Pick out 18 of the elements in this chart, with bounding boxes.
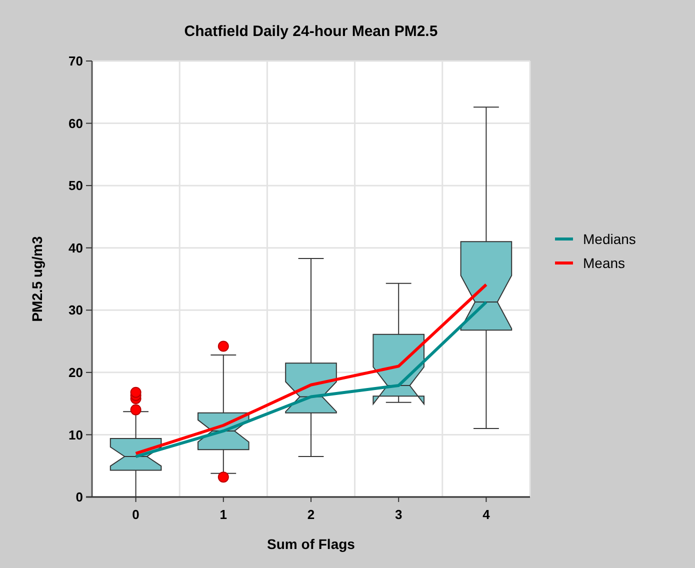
x-tick-label: 1: [220, 507, 228, 522]
y-tick-label: 10: [68, 427, 83, 442]
x-tick-label: 0: [132, 507, 140, 522]
x-axis-title: Sum of Flags: [267, 536, 356, 552]
x-tick-label: 2: [307, 507, 315, 522]
y-tick-label: 30: [68, 302, 83, 318]
x-tick-label: 4: [482, 507, 491, 522]
y-tick-label: 40: [68, 240, 83, 256]
y-tick-label: 0: [76, 490, 83, 505]
x-tick-label: 3: [394, 507, 402, 522]
y-tick-label: 50: [68, 178, 83, 194]
y-tick-label: 60: [68, 116, 83, 131]
legend-label: Means: [583, 254, 626, 271]
y-tick-label: 70: [68, 54, 83, 69]
legend-label: Medians: [583, 230, 636, 247]
chart-title: Chatfield Daily 24-hour Mean PM2.5: [184, 23, 438, 40]
y-tick-label: 20: [68, 364, 83, 380]
y-axis-title: PM2.5 ug/m3: [29, 236, 45, 322]
